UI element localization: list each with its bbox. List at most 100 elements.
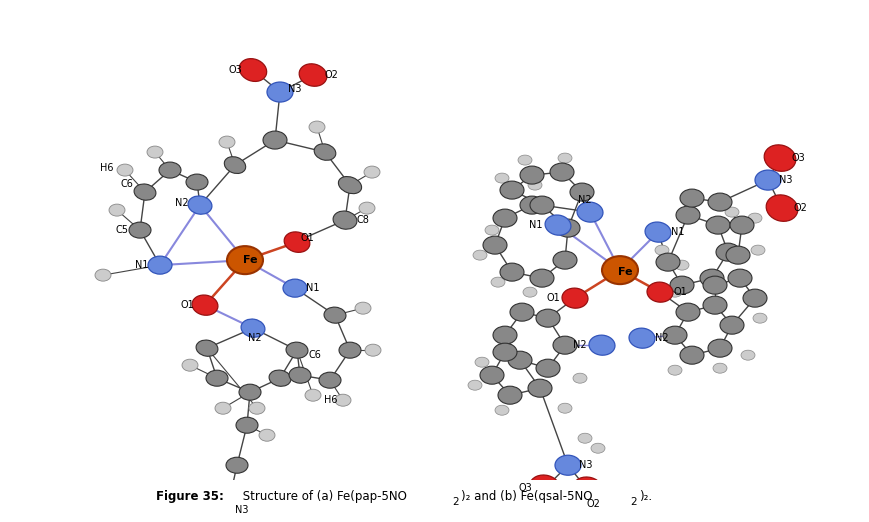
Ellipse shape — [305, 389, 321, 401]
Ellipse shape — [520, 166, 544, 184]
Ellipse shape — [186, 174, 208, 190]
Ellipse shape — [500, 181, 524, 199]
Ellipse shape — [468, 380, 482, 390]
Ellipse shape — [159, 162, 181, 178]
Text: O2: O2 — [793, 203, 807, 213]
Ellipse shape — [249, 402, 265, 414]
Text: N2: N2 — [578, 195, 592, 205]
Ellipse shape — [480, 366, 504, 384]
Ellipse shape — [764, 145, 796, 171]
Ellipse shape — [555, 455, 581, 475]
Ellipse shape — [324, 307, 346, 323]
Ellipse shape — [148, 256, 172, 274]
Ellipse shape — [495, 173, 509, 183]
Text: N3: N3 — [289, 84, 302, 94]
Text: C8: C8 — [356, 215, 369, 225]
Ellipse shape — [315, 144, 335, 160]
Ellipse shape — [680, 346, 704, 364]
Ellipse shape — [241, 319, 265, 337]
Ellipse shape — [706, 216, 730, 234]
Ellipse shape — [663, 326, 687, 344]
Ellipse shape — [338, 176, 362, 194]
Ellipse shape — [239, 384, 261, 400]
Ellipse shape — [493, 209, 517, 227]
Ellipse shape — [670, 276, 694, 294]
Ellipse shape — [700, 269, 724, 287]
Ellipse shape — [365, 344, 381, 356]
Text: N1: N1 — [529, 220, 543, 230]
Ellipse shape — [196, 340, 218, 357]
Ellipse shape — [219, 136, 235, 148]
Text: N1: N1 — [671, 227, 685, 237]
Text: O3: O3 — [518, 483, 532, 493]
Ellipse shape — [475, 357, 489, 367]
Text: O1: O1 — [180, 300, 194, 310]
Ellipse shape — [572, 477, 604, 504]
Ellipse shape — [224, 157, 246, 173]
Ellipse shape — [333, 211, 357, 229]
Ellipse shape — [726, 246, 750, 264]
Ellipse shape — [259, 429, 275, 441]
Ellipse shape — [536, 359, 560, 377]
Ellipse shape — [528, 379, 552, 397]
Text: N3: N3 — [580, 460, 593, 470]
Ellipse shape — [227, 246, 263, 274]
Text: Structure of (a) Fe(pap-5NO: Structure of (a) Fe(pap-5NO — [239, 490, 407, 503]
Ellipse shape — [284, 232, 310, 252]
Ellipse shape — [239, 58, 267, 81]
Ellipse shape — [668, 287, 682, 297]
Ellipse shape — [530, 196, 554, 214]
Ellipse shape — [668, 365, 682, 375]
Ellipse shape — [536, 309, 560, 327]
Ellipse shape — [129, 222, 151, 238]
Text: N1: N1 — [306, 283, 320, 293]
Ellipse shape — [500, 263, 524, 281]
Ellipse shape — [206, 370, 228, 386]
Ellipse shape — [656, 253, 680, 271]
Ellipse shape — [518, 155, 532, 165]
Ellipse shape — [703, 276, 727, 294]
Ellipse shape — [675, 260, 689, 270]
Ellipse shape — [134, 184, 156, 200]
Text: O1: O1 — [546, 293, 560, 303]
Text: Figure 35:: Figure 35: — [156, 490, 224, 503]
Ellipse shape — [713, 363, 727, 373]
Ellipse shape — [498, 386, 522, 404]
Ellipse shape — [339, 342, 361, 358]
Ellipse shape — [720, 316, 744, 334]
Text: )₂.: )₂. — [639, 490, 652, 503]
Ellipse shape — [766, 195, 798, 221]
Ellipse shape — [289, 367, 311, 383]
Ellipse shape — [236, 417, 258, 433]
Ellipse shape — [283, 279, 307, 297]
Ellipse shape — [589, 335, 615, 355]
Ellipse shape — [267, 82, 293, 102]
Ellipse shape — [680, 189, 704, 207]
Ellipse shape — [226, 457, 248, 473]
Text: C6: C6 — [308, 350, 322, 360]
Ellipse shape — [602, 256, 638, 284]
Text: N1: N1 — [136, 260, 149, 270]
Ellipse shape — [748, 213, 762, 223]
Ellipse shape — [483, 236, 507, 254]
Ellipse shape — [523, 287, 537, 297]
Text: H6: H6 — [324, 395, 338, 405]
Ellipse shape — [485, 225, 499, 235]
Ellipse shape — [530, 269, 554, 287]
Ellipse shape — [553, 251, 577, 269]
Ellipse shape — [708, 339, 732, 357]
Text: O2: O2 — [586, 499, 600, 509]
Ellipse shape — [263, 131, 287, 149]
Ellipse shape — [743, 289, 767, 307]
Text: C5: C5 — [116, 225, 129, 235]
Ellipse shape — [95, 269, 111, 281]
Ellipse shape — [510, 303, 534, 321]
Ellipse shape — [573, 373, 587, 383]
Ellipse shape — [309, 121, 325, 133]
Ellipse shape — [182, 359, 198, 371]
Ellipse shape — [553, 336, 577, 354]
Text: O3: O3 — [791, 153, 805, 163]
Ellipse shape — [528, 180, 542, 190]
Text: O1: O1 — [673, 287, 687, 297]
Ellipse shape — [495, 405, 509, 415]
